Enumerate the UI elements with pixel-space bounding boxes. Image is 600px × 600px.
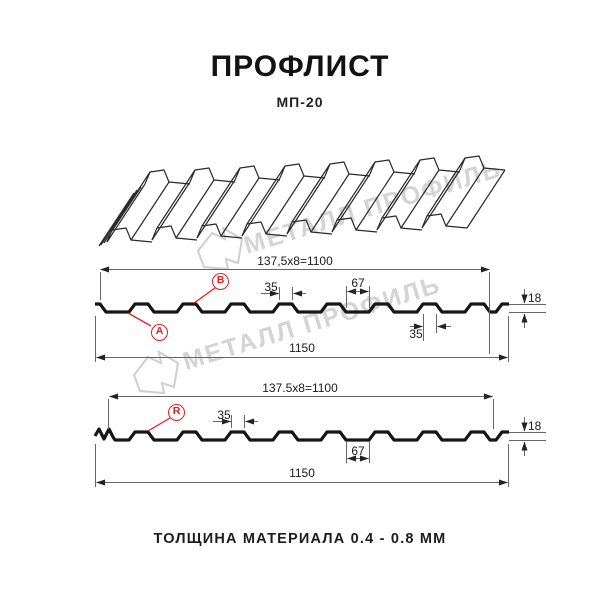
dim-rib-bottom-1: 67 xyxy=(351,276,365,290)
dim-total-width-1: 1150 xyxy=(289,341,315,355)
sheet-3d-right-edge xyxy=(466,169,506,229)
leader-line-a xyxy=(127,312,152,327)
dim-working-width-1: 137,5x8=1100 xyxy=(257,254,333,268)
dim-total-width-2: 1150 xyxy=(289,466,315,480)
side-label-a: А xyxy=(151,324,168,341)
side-label-b: В xyxy=(212,273,229,290)
dims-section-2 xyxy=(95,393,546,487)
profile-model-subtitle: МП-20 xyxy=(276,94,324,110)
dim-rib-top-2: 35 xyxy=(217,408,231,422)
dims-section-1 xyxy=(95,266,546,362)
dim-height-1: 18 xyxy=(528,291,542,305)
dim-working-width-2: 137.5x8=1100 xyxy=(262,381,338,395)
sheet-3d-view xyxy=(98,155,506,247)
page-title: ПРОФЛИСТ xyxy=(210,50,390,83)
watermark-logo-2 xyxy=(133,351,179,394)
profile-section-2 xyxy=(93,427,509,442)
dim-rib-top-1: 35 xyxy=(264,280,278,294)
profile-section-1 xyxy=(95,302,509,314)
watermark-text-1: МЕТАЛЛ ПРОФИЛЬ xyxy=(241,155,506,260)
dim-rib-bottom-2: 67 xyxy=(351,444,365,458)
side-label-r: R xyxy=(168,404,185,421)
sheet-3d-left-edge-hatch xyxy=(98,186,142,247)
dim-rib-top-lower-1: 35 xyxy=(409,327,423,341)
material-thickness-note: ТОЛЩИНА МАТЕРИАЛА 0.4 - 0.8 ММ xyxy=(153,531,447,547)
leader-line-b xyxy=(193,287,216,304)
leader-line-r xyxy=(147,417,171,432)
dim-height-2: 18 xyxy=(528,419,542,433)
